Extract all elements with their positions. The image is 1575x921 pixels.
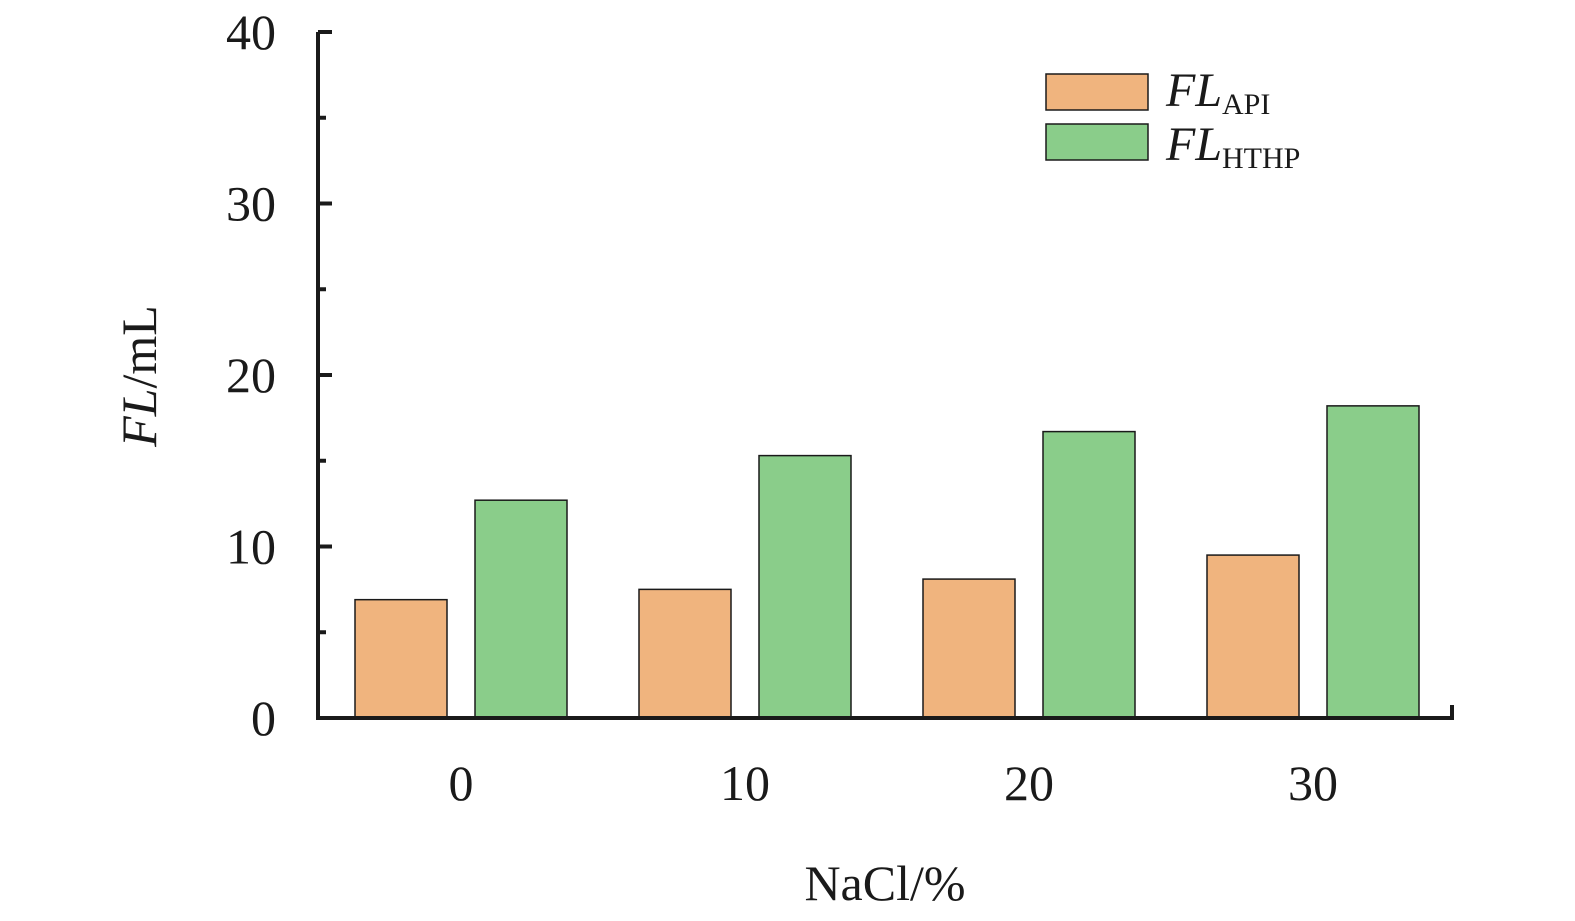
y-tick-label: 10 xyxy=(226,519,276,575)
bar-hthp-30 xyxy=(1326,405,1420,719)
legend-label-hthp: FLHTHP xyxy=(1165,118,1300,175)
legend-label-api-main: FL xyxy=(1165,64,1222,117)
legend: FLAPI FLHTHP xyxy=(1045,64,1300,175)
x-tick-label: 10 xyxy=(720,755,770,811)
bar-api-10 xyxy=(638,588,732,719)
x-tick-label: 0 xyxy=(449,755,474,811)
y-axis-title-italic: FL xyxy=(111,388,167,447)
legend-label-hthp-sub: HTHP xyxy=(1222,142,1300,175)
y-tick-label: 0 xyxy=(251,690,276,746)
x-axis-title: NaCl/% xyxy=(804,855,965,911)
x-ticks-group: 0 10 20 30 xyxy=(449,755,1339,811)
bars-group xyxy=(354,405,1420,719)
bar-hthp-20 xyxy=(1042,430,1136,719)
y-tick-label: 20 xyxy=(226,347,276,403)
y-tick-label: 40 xyxy=(226,4,276,60)
x-tick-label: 20 xyxy=(1004,755,1054,811)
y-axis-title-unit: /mL xyxy=(111,305,167,388)
bar-api-20 xyxy=(922,578,1016,719)
legend-swatch-hthp xyxy=(1045,123,1149,161)
y-tick-label: 30 xyxy=(226,176,276,232)
y-ticks-group: 0 10 20 30 40 xyxy=(226,4,332,746)
bar-api-30 xyxy=(1206,554,1300,719)
bar-api-0 xyxy=(354,598,448,719)
legend-label-hthp-main: FL xyxy=(1165,118,1222,171)
bar-hthp-0 xyxy=(474,499,568,719)
legend-label-api-sub: API xyxy=(1222,88,1270,121)
y-axis-title: FL/mL xyxy=(111,305,167,448)
legend-label-api: FLAPI xyxy=(1165,64,1270,121)
x-tick-label: 30 xyxy=(1288,755,1338,811)
bar-hthp-10 xyxy=(758,454,852,719)
legend-swatch-api xyxy=(1045,73,1149,111)
